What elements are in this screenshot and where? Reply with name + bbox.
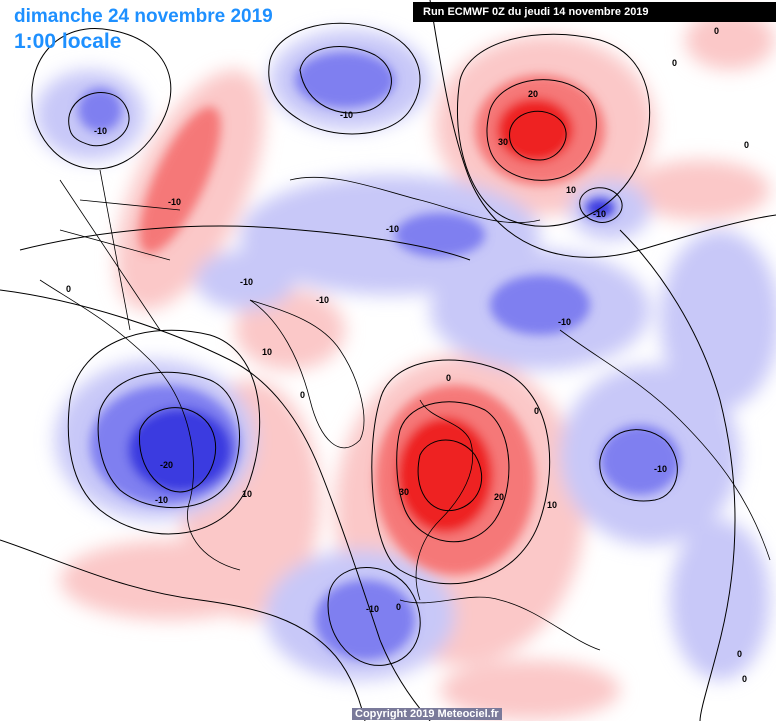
warm-light-anomaly	[60, 540, 280, 620]
cold-light-anomaly	[240, 175, 540, 295]
contour-label: 0	[66, 284, 71, 294]
cold-mid-anomaly	[295, 52, 395, 108]
contour-label: 20	[528, 89, 538, 99]
contour-label: 10	[262, 347, 272, 357]
warm-strong-anomaly	[497, 98, 573, 162]
cold-light-anomaly	[195, 250, 295, 310]
contour-label: -10	[94, 126, 107, 136]
map-date-title: dimanche 24 novembre 2019	[14, 6, 273, 27]
contour-label: 10	[547, 500, 557, 510]
contour-label: -10	[155, 495, 168, 505]
warm-light-anomaly	[685, 10, 775, 70]
coastline-layer	[39, 169, 771, 651]
contour-label: 0	[744, 140, 749, 150]
cold-mid-anomaly	[315, 580, 415, 660]
copyright-notice: Copyright 2019 Meteociel.fr	[352, 708, 502, 720]
run-info-banner: Run ECMWF 0Z du jeudi 14 novembre 2019	[413, 2, 776, 22]
cold-light-anomaly	[660, 230, 776, 410]
warm-light-anomaly	[630, 160, 770, 220]
contour-label: -10	[593, 209, 606, 219]
contour-label: -10	[654, 464, 667, 474]
contour-label: -10	[316, 295, 329, 305]
contour-labels: -10 -10 -10 0 -10 -10 -10 0 10 0 -20 -10…	[66, 26, 749, 684]
cold-mid-anomaly	[490, 275, 590, 335]
warm-strong-anomaly	[397, 417, 493, 533]
contour-label: -10	[386, 224, 399, 234]
contour-label: 0	[742, 674, 747, 684]
cold-mid-anomaly	[78, 88, 122, 132]
warm-mid-anomaly	[139, 106, 221, 254]
map-time-title: 1:00 locale	[14, 30, 122, 53]
warm-light-anomaly	[440, 660, 620, 720]
contour-label: 0	[534, 406, 539, 416]
contour-label: 0	[396, 602, 401, 612]
contour-label: 30	[399, 487, 409, 497]
anomaly-fill-layer	[35, 10, 776, 720]
contour-label: -20	[160, 460, 173, 470]
contour-label: 10	[566, 185, 576, 195]
contour-label: -10	[340, 110, 353, 120]
cold-strong-anomaly	[128, 408, 232, 492]
contour-label: 20	[494, 492, 504, 502]
contour-label: 0	[300, 390, 305, 400]
contour-label: 30	[498, 137, 508, 147]
cold-mid-anomaly	[600, 425, 680, 495]
contour-label: 0	[672, 58, 677, 68]
contour-label: -10	[558, 317, 571, 327]
contour-label: -10	[168, 197, 181, 207]
cold-light-anomaly	[670, 520, 770, 680]
contour-label: -10	[240, 277, 253, 287]
contour-label: 10	[242, 489, 252, 499]
contour-label: 0	[737, 649, 742, 659]
contour-label: 0	[446, 373, 451, 383]
contour-label: 0	[714, 26, 719, 36]
contour-label: -10	[366, 604, 379, 614]
